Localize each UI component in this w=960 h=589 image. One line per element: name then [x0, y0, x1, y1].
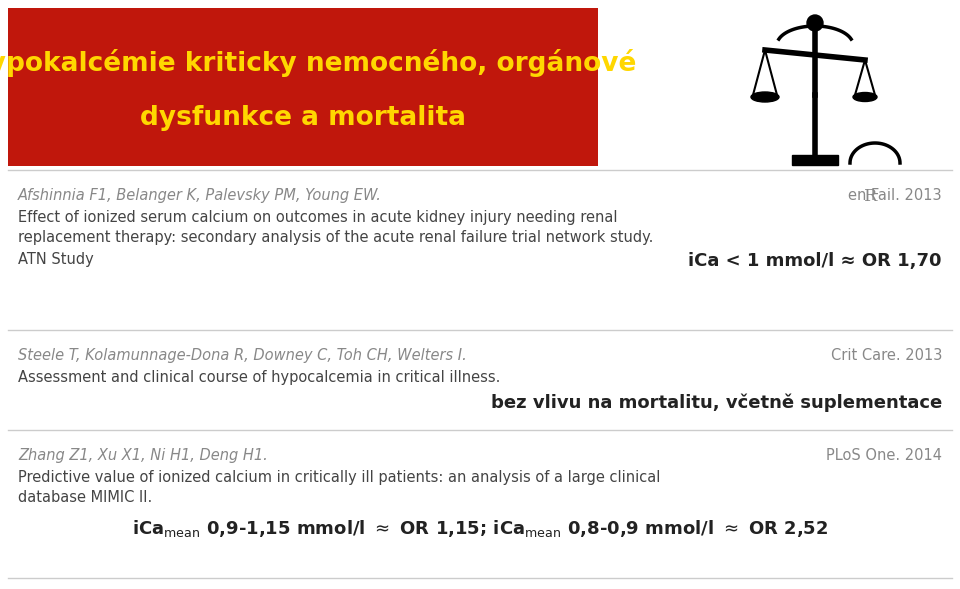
- Text: en Fail. 2013: en Fail. 2013: [849, 188, 942, 203]
- Bar: [8, 8, 598, 166]
- Ellipse shape: [853, 92, 877, 101]
- Text: iCa$_{\mathrm{mean}}$ 0,9-1,15 mmol/l $\approx$ OR 1,15; iCa$_{\mathrm{mean}}$ 0: iCa$_{\mathrm{mean}}$ 0,9-1,15 mmol/l $\…: [132, 518, 828, 539]
- Text: dysfunkce a mortalita: dysfunkce a mortalita: [140, 105, 466, 131]
- Text: R: R: [864, 188, 877, 205]
- Bar: [792, 155, 838, 165]
- Text: PLoS One. 2014: PLoS One. 2014: [826, 448, 942, 463]
- Text: Effect of ionized serum calcium on outcomes in acute kidney injury needing renal: Effect of ionized serum calcium on outco…: [18, 210, 617, 225]
- Text: Assessment and clinical course of hypocalcemia in critical illness.: Assessment and clinical course of hypoca…: [18, 370, 500, 385]
- Text: hypokalcémie kriticky nemocného, orgánové: hypokalcémie kriticky nemocného, orgánov…: [0, 49, 636, 77]
- Ellipse shape: [751, 92, 779, 102]
- Text: ATN Study: ATN Study: [18, 252, 94, 267]
- Text: Crit Care. 2013: Crit Care. 2013: [830, 348, 942, 363]
- Text: database MIMIC II.: database MIMIC II.: [18, 490, 153, 505]
- Text: Zhang Z1, Xu X1, Ni H1, Deng H1.: Zhang Z1, Xu X1, Ni H1, Deng H1.: [18, 448, 268, 463]
- Text: Steele T, Kolamunnage-Dona R, Downey C, Toh CH, Welters I.: Steele T, Kolamunnage-Dona R, Downey C, …: [18, 348, 467, 363]
- Text: bez vlivu na mortalitu, včetně suplementace: bez vlivu na mortalitu, včetně suplement…: [491, 394, 942, 412]
- Text: Predictive value of ionized calcium in critically ill patients: an analysis of a: Predictive value of ionized calcium in c…: [18, 470, 660, 485]
- Text: iCa < 1 mmol/l ≈ OR 1,70: iCa < 1 mmol/l ≈ OR 1,70: [688, 252, 942, 270]
- Circle shape: [807, 15, 823, 31]
- Text: Afshinnia F1, Belanger K, Palevsky PM, Young EW.: Afshinnia F1, Belanger K, Palevsky PM, Y…: [18, 188, 382, 203]
- Text: replacement therapy: secondary analysis of the acute renal failure trial network: replacement therapy: secondary analysis …: [18, 230, 654, 245]
